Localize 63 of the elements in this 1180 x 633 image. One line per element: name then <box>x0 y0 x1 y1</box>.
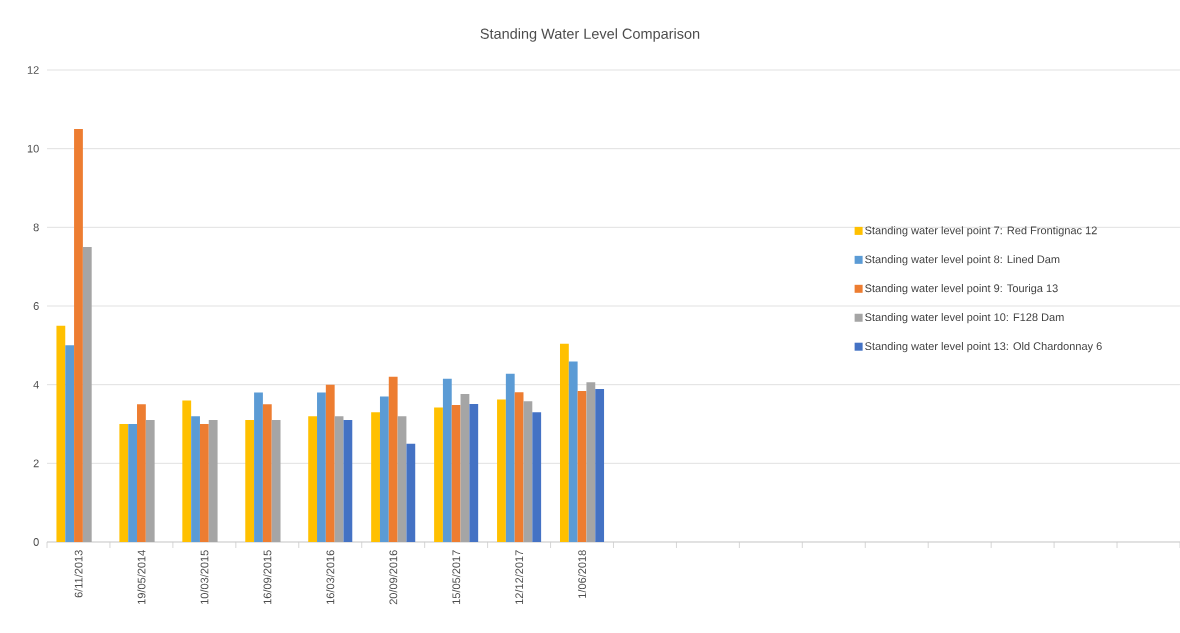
x-tick-label: 10/03/2015 <box>200 550 209 604</box>
x-tick-label: 19/05/2014 <box>137 550 146 604</box>
bar <box>137 404 146 542</box>
bar <box>559 343 569 542</box>
x-tick-label: 12/12/2017 <box>515 550 524 604</box>
bar <box>82 247 92 542</box>
bar <box>74 129 83 542</box>
bar <box>191 416 200 542</box>
bar <box>505 373 515 542</box>
bar <box>128 424 138 542</box>
bar <box>379 396 389 542</box>
legend-label: Standing water level point 7: Red Frontignac 12 <box>865 226 1097 237</box>
bar <box>586 382 596 542</box>
bar <box>406 443 416 542</box>
bar <box>271 420 281 542</box>
bar <box>388 376 398 542</box>
bar <box>145 420 155 542</box>
bar <box>308 416 318 542</box>
x-tick-label: 16/03/2016 <box>326 550 335 604</box>
x-tick-label: 16/09/2015 <box>263 550 272 604</box>
legend-label: Standing water level point 8: Lined Dam <box>865 255 1060 266</box>
bar <box>460 394 470 542</box>
legend-label: Standing water level point 10: F128 Dam <box>865 313 1064 324</box>
x-tick-label: 1/06/2018 <box>577 550 587 598</box>
bar <box>317 392 326 542</box>
bar <box>595 388 605 542</box>
legend-label: Standing water level point 13: Old Chardonnay 6 <box>865 341 1102 353</box>
bar <box>514 392 524 542</box>
bar <box>397 416 407 542</box>
bar <box>65 345 75 542</box>
bar <box>325 384 335 542</box>
bar <box>334 416 344 542</box>
y-tick-label: 12 <box>27 66 39 74</box>
y-tick-label: 6 <box>33 302 39 310</box>
bar <box>254 392 263 542</box>
bar <box>343 420 353 542</box>
bar <box>442 378 452 542</box>
bar <box>245 420 255 542</box>
bar <box>199 424 209 542</box>
bar <box>56 325 66 542</box>
bar <box>577 390 587 542</box>
bar <box>469 403 479 542</box>
bar <box>208 420 218 542</box>
bar <box>262 404 272 542</box>
bar <box>371 412 380 542</box>
bar <box>568 361 578 542</box>
bar <box>434 407 443 542</box>
bar <box>451 405 461 542</box>
y-tick-label: 4 <box>33 380 39 389</box>
y-tick-label: 0 <box>33 538 39 546</box>
bar <box>182 400 192 542</box>
bar <box>119 424 129 542</box>
bar <box>497 399 506 542</box>
x-tick-label: 20/09/2016 <box>389 550 398 605</box>
x-tick-label: 15/05/2017 <box>452 550 461 604</box>
y-tick-label: 2 <box>33 459 39 468</box>
x-tick-label: 6/11/2013 <box>74 550 83 598</box>
bar <box>532 412 542 542</box>
y-tick-label: 8 <box>33 223 39 232</box>
legend-label: Standing water level point 9: Touriga 13 <box>865 284 1058 295</box>
y-tick-label: 10 <box>27 144 39 153</box>
bar <box>523 401 533 542</box>
chart-title: Standing Water Level Comparison <box>480 28 700 42</box>
